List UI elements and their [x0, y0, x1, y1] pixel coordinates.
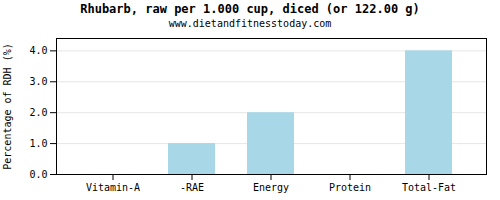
html-text:Rhubarb, raw per 1.000 cup, di: Rhubarb, raw per 1.000 cup, diced (or 12…	[80, 2, 420, 16]
svg-text:Vitamin-A: Vitamin-A	[86, 182, 140, 193]
svg-text:0.0: 0.0	[29, 169, 47, 180]
svg-text:Protein: Protein	[329, 182, 371, 193]
html-text:www.dietandfitnesstoday.com: www.dietandfitnesstoday.com	[168, 18, 332, 29]
svg-text:Energy: Energy	[253, 182, 289, 193]
svg-text:4.0: 4.0	[29, 45, 47, 56]
svg-text:1.0: 1.0	[29, 138, 47, 149]
svg-text:2.0: 2.0	[29, 107, 47, 118]
svg-text:3.0: 3.0	[29, 76, 47, 87]
svg-text:Percentage of RDH (%): Percentage of RDH (%)	[2, 43, 13, 169]
svg-text:-RAE: -RAE	[180, 182, 204, 193]
svg-text:Total-Fat: Total-Fat	[402, 182, 456, 193]
